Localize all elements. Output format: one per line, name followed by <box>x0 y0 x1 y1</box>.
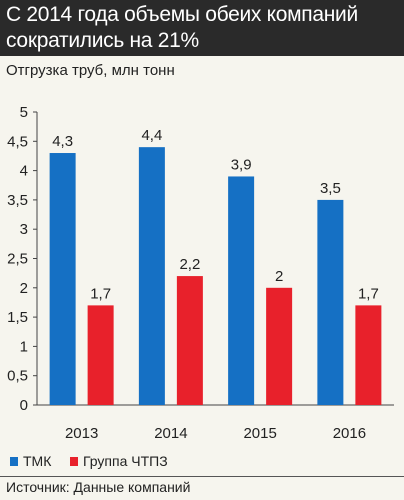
y-tick-label: 2 <box>20 280 28 297</box>
bar-tmk-2013 <box>49 153 76 405</box>
x-tick-label-2014: 2014 <box>154 425 187 442</box>
source-note: Источник: Данные компаний <box>6 479 191 495</box>
y-tick-label: 0,5 <box>7 368 28 385</box>
y-tick-label: 5 <box>20 104 28 121</box>
bar-tmk-2014 <box>138 147 165 405</box>
legend-item-tmk: ТМК <box>10 453 51 469</box>
y-tick-label: 1 <box>20 338 28 355</box>
x-tick-label-2016: 2016 <box>333 425 366 442</box>
bar-chart: 0 0,5 1 1,5 2 2,5 3 3,5 4 4,5 5 4,3 1,7 2013 4,4 2,2 201… <box>7 104 394 442</box>
data-label-chtpz-2013: 1,7 <box>90 285 111 302</box>
legend-label-tmk: ТМК <box>23 453 52 469</box>
data-label-chtpz-2014: 2,2 <box>179 256 200 273</box>
y-tick-label: 0 <box>20 397 28 414</box>
y-tick-label: 3 <box>20 221 28 238</box>
chart-header: С 2014 года объемы обеих компаний сократ… <box>0 0 404 56</box>
data-label-tmk-2013: 4,3 <box>52 133 73 150</box>
legend-label-chtpz: Группа ЧТПЗ <box>83 453 168 469</box>
data-label-chtpz-2016: 1,7 <box>358 285 379 302</box>
bar-chtpz-2013 <box>87 305 114 405</box>
legend-swatch-chtpz <box>70 456 78 466</box>
x-tick-label-2013: 2013 <box>65 425 98 442</box>
bar-chtpz-2016 <box>355 305 382 405</box>
data-label-chtpz-2015: 2 <box>275 268 283 285</box>
data-label-tmk-2014: 4,4 <box>141 127 162 144</box>
y-tick-label: 3,5 <box>7 192 28 209</box>
chart-title-line-2: сократились на 21% <box>6 29 199 52</box>
bar-chtpz-2015 <box>266 287 293 405</box>
bar-chtpz-2014 <box>176 276 203 405</box>
chart-subtitle: Отгрузка труб, млн тонн <box>6 62 175 79</box>
y-tick-label: 2,5 <box>7 251 28 268</box>
legend-item-chtpz: Группа ЧТПЗ <box>70 453 168 469</box>
footer-divider <box>0 476 404 477</box>
y-tick-label: 4,5 <box>7 133 28 150</box>
x-tick-label-2015: 2015 <box>243 425 276 442</box>
legend-swatch-tmk <box>10 456 18 466</box>
y-tick-label: 4 <box>20 163 28 180</box>
chart-title-line-1: С 2014 года объемы обеих компаний <box>6 3 358 26</box>
bar-tmk-2015 <box>228 176 255 405</box>
data-label-tmk-2015: 3,9 <box>231 156 252 173</box>
data-label-tmk-2016: 3,5 <box>320 180 341 197</box>
bar-tmk-2016 <box>317 199 344 405</box>
y-tick-label: 1,5 <box>7 309 28 326</box>
